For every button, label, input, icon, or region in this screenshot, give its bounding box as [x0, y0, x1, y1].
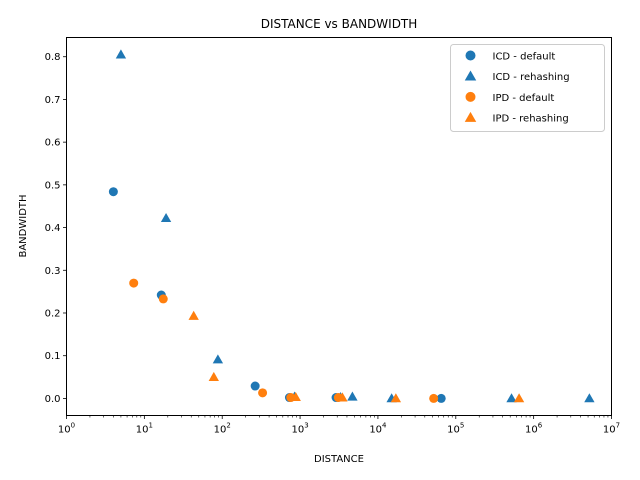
triangle-point [188, 310, 199, 320]
triangle-point [337, 392, 348, 402]
legend-triangle-marker [464, 111, 477, 122]
y-tick-label: 0.8 [45, 52, 61, 63]
y-tick-label: 0.7 [45, 95, 61, 106]
legend-box [450, 44, 605, 132]
x-tick-label: 103 [291, 422, 308, 436]
y-tick-label: 0.1 [45, 351, 61, 362]
triangle-point [513, 393, 525, 403]
y-tick-label: 0.6 [45, 138, 61, 149]
y-tick-label: 0.0 [45, 394, 61, 405]
legend-entry-label: IPD - rehashing [493, 114, 569, 125]
x-tick-label: 104 [369, 422, 387, 436]
x-axis-label: DISTANCE [314, 454, 364, 465]
triangle-point [390, 393, 402, 403]
circle-point [129, 278, 139, 288]
triangle-point [160, 212, 172, 223]
circle-point [436, 393, 446, 403]
legend-entry-label: ICD - rehashing [493, 72, 570, 83]
legend: ICD - default ICD - rehashing IPD - defaul… [450, 44, 605, 132]
legend-entry-label: ICD - default [493, 52, 556, 63]
circle-point [429, 393, 439, 403]
data-points [108, 49, 595, 403]
x-tick-label: 100 [58, 422, 75, 436]
legend-triangle-marker [464, 70, 477, 81]
legend-entry-label: IPD - default [493, 93, 555, 104]
y-tick-label: 0.4 [45, 223, 61, 234]
axis-ticks: 100 101 102 103 104 105 106 107 0.0 0.1 0.2 0.3 0.4 0… [45, 52, 621, 435]
x-tick-label: 107 [603, 422, 620, 436]
circle-point [258, 388, 268, 398]
x-tick-label: 105 [447, 422, 464, 436]
circle-point [108, 187, 118, 197]
y-axis-label: BANDWIDTH [18, 194, 29, 257]
x-tick-label: 101 [136, 422, 153, 436]
triangle-point [290, 391, 301, 402]
x-tick-label: 106 [525, 422, 543, 436]
circle-point [158, 294, 168, 304]
triangle-point [347, 391, 358, 401]
triangle-point [584, 393, 595, 403]
triangle-point [115, 49, 127, 59]
circle-point [250, 381, 260, 391]
y-tick-label: 0.5 [45, 180, 61, 191]
plot-frame [66, 37, 612, 416]
triangle-point [506, 393, 517, 403]
y-tick-label: 0.3 [45, 266, 61, 277]
legend-circle-marker [465, 50, 476, 61]
triangle-point [212, 354, 224, 364]
triangle-point [208, 371, 219, 381]
chart-title: DISTANCE vs BANDWIDTH [261, 17, 418, 31]
legend-circle-marker [465, 91, 476, 102]
y-tick-label: 0.2 [45, 308, 61, 319]
x-tick-label: 102 [214, 422, 231, 436]
